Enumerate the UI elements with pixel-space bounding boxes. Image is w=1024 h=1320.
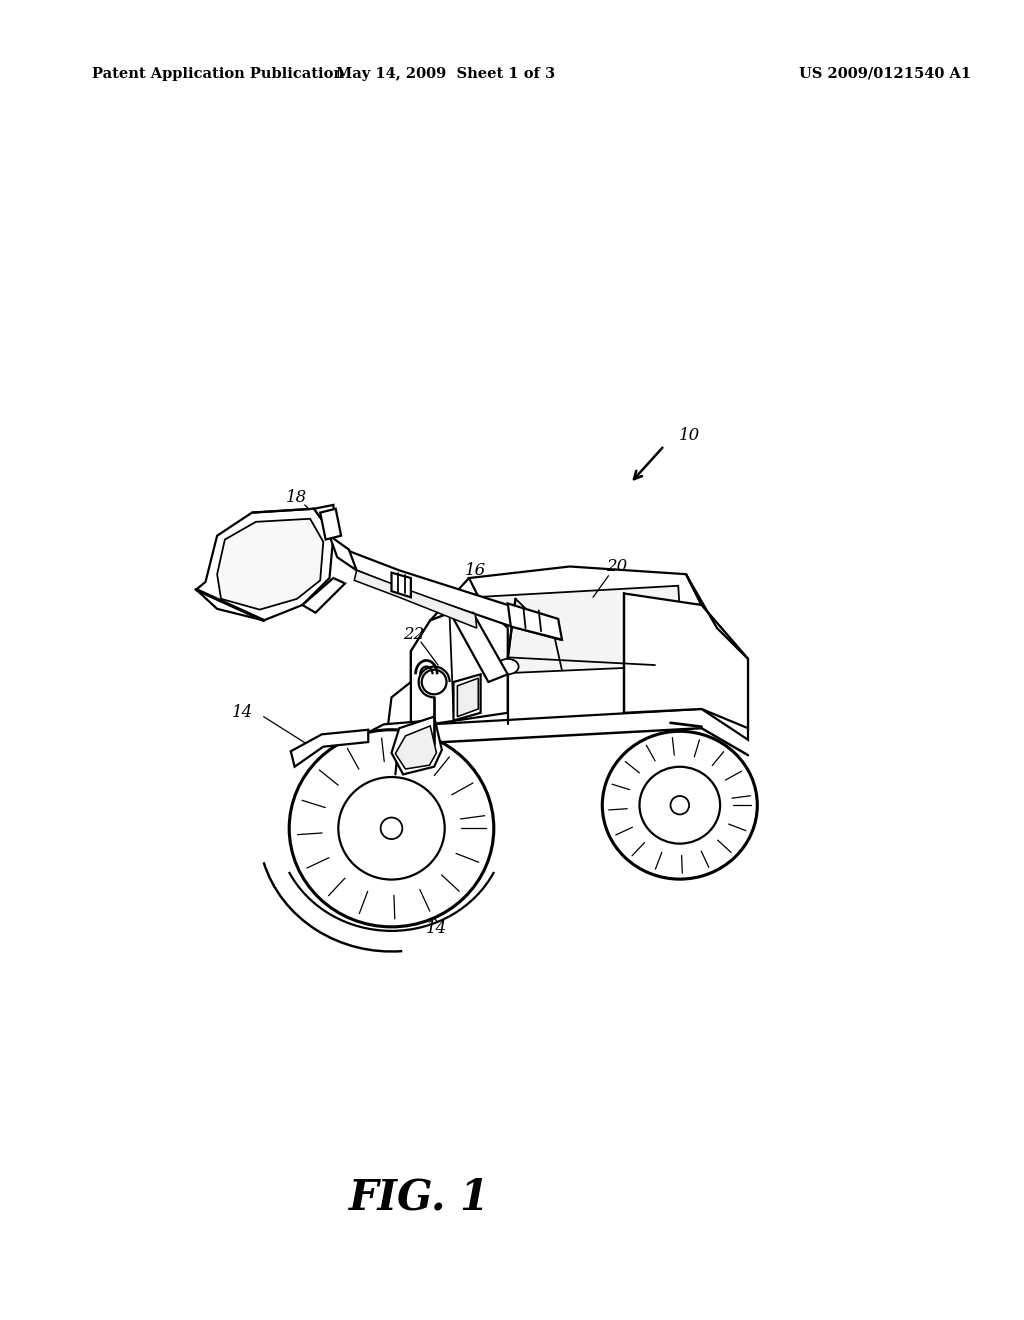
Ellipse shape: [640, 767, 720, 843]
Polygon shape: [217, 519, 324, 610]
Ellipse shape: [289, 730, 494, 927]
Polygon shape: [321, 508, 341, 540]
Text: 14: 14: [232, 705, 253, 721]
Polygon shape: [330, 536, 356, 570]
Polygon shape: [345, 549, 560, 640]
Polygon shape: [458, 678, 478, 717]
Text: 22: 22: [402, 626, 424, 643]
Ellipse shape: [338, 777, 444, 879]
Polygon shape: [454, 612, 508, 682]
Polygon shape: [391, 717, 442, 775]
Text: 12: 12: [470, 850, 492, 867]
Polygon shape: [411, 594, 748, 739]
Text: 16: 16: [698, 781, 720, 799]
Polygon shape: [411, 601, 508, 739]
Polygon shape: [473, 586, 682, 673]
Text: Patent Application Publication: Patent Application Publication: [92, 67, 344, 81]
Text: 14: 14: [426, 920, 447, 937]
Ellipse shape: [381, 817, 402, 840]
Polygon shape: [391, 573, 411, 597]
Polygon shape: [469, 566, 701, 605]
Text: FIG. 1: FIG. 1: [349, 1176, 490, 1218]
Polygon shape: [624, 594, 748, 729]
Polygon shape: [365, 721, 434, 744]
Text: US 2009/0121540 A1: US 2009/0121540 A1: [799, 67, 971, 81]
Ellipse shape: [497, 659, 518, 675]
Polygon shape: [354, 570, 477, 628]
Polygon shape: [314, 506, 336, 536]
Polygon shape: [454, 675, 480, 721]
Ellipse shape: [602, 731, 758, 879]
Polygon shape: [302, 578, 345, 612]
Ellipse shape: [671, 796, 689, 814]
Polygon shape: [388, 682, 434, 739]
Text: 20: 20: [605, 558, 627, 576]
Polygon shape: [508, 603, 562, 640]
Text: 10: 10: [679, 428, 700, 444]
Polygon shape: [197, 508, 334, 620]
Polygon shape: [291, 730, 369, 767]
Polygon shape: [395, 726, 436, 770]
Text: 18: 18: [287, 488, 307, 506]
Ellipse shape: [422, 669, 446, 694]
Text: May 14, 2009  Sheet 1 of 3: May 14, 2009 Sheet 1 of 3: [336, 67, 555, 81]
Text: 16: 16: [465, 562, 485, 579]
